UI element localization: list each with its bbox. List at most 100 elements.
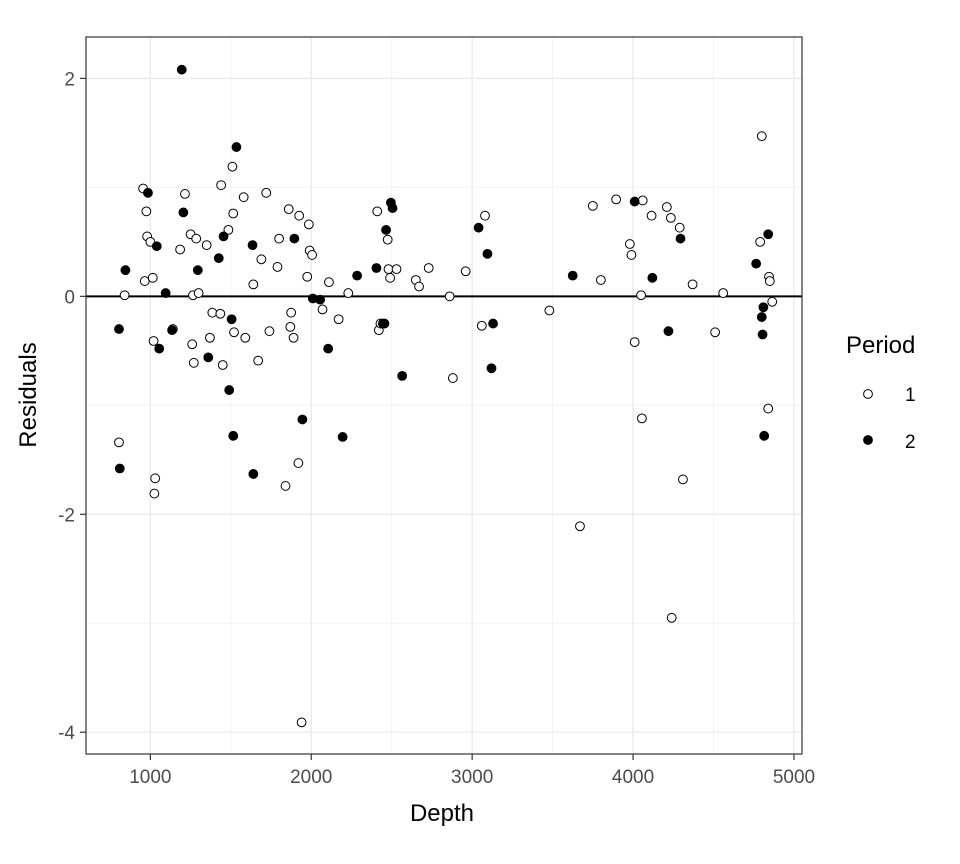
data-point-period-2 [213,253,224,264]
data-point-period-1 [238,192,249,203]
data-point-period-2 [756,312,767,322]
data-point-period-1 [288,332,299,343]
data-point-period-1 [294,210,305,221]
data-point-period-2 [387,203,398,213]
data-point-period-1 [661,202,672,212]
data-point-period-1 [141,206,152,217]
data-point-period-1 [204,332,215,343]
y-tick-label: -2 [58,505,75,526]
data-point-period-1 [139,276,150,286]
data-point-period-1 [248,279,259,290]
data-point-period-1 [215,308,226,319]
data-point-period-1 [296,717,307,728]
data-point-period-1 [624,239,635,249]
data-point-period-2 [751,258,762,269]
data-point-period-2 [120,265,131,276]
data-point-period-2 [228,430,239,441]
legend-marker-filled-circle [863,435,873,445]
data-point-period-1 [175,244,186,255]
data-point-period-1 [272,262,283,272]
data-point-period-2 [167,325,177,336]
data-point-period-2 [248,469,259,479]
data-point-period-1 [460,266,471,277]
data-point-period-1 [595,275,606,285]
legend: Period 1 2 [846,332,916,453]
y-tick-label: 2 [64,69,75,90]
data-point-period-1 [636,290,647,301]
data-point-period-2 [226,314,237,325]
data-point-period-1 [646,210,657,221]
data-point-period-1 [201,240,212,251]
data-point-period-1 [217,360,228,370]
data-point-period-1 [637,413,647,424]
data-point-period-1 [611,194,622,205]
x-tick-label: 3000 [451,767,493,788]
data-point-period-2 [297,414,308,425]
data-point-period-2 [289,233,300,244]
data-point-period-2 [488,318,498,329]
data-point-period-1 [423,263,434,273]
data-point-period-1 [414,281,424,292]
data-point-period-1 [382,234,393,245]
data-point-period-2 [482,248,493,259]
data-point-period-1 [286,307,297,318]
legend-marker-open-circle [863,389,873,399]
data-point-period-1 [119,290,130,301]
data-point-period-1 [191,233,202,244]
data-point-period-1 [216,180,227,191]
data-point-period-2 [381,224,391,235]
data-point-period-1 [193,288,204,298]
data-point-period-1 [391,264,402,274]
data-point-period-1 [274,233,284,244]
y-axis-title: Residuals [15,342,42,447]
x-tick-label: 4000 [612,767,654,788]
data-point-period-1 [114,437,124,448]
data-point-period-2 [486,363,497,374]
data-point-period-1 [283,204,294,215]
data-point-period-2 [151,241,162,252]
data-point-period-1 [343,288,354,298]
data-point-period-1 [447,373,458,383]
data-point-period-2 [192,265,203,276]
data-point-period-1 [666,612,677,623]
data-point-period-2 [757,329,768,340]
data-point-period-1 [763,403,774,414]
data-point-period-1 [150,473,161,484]
data-point-period-1 [149,488,160,499]
data-point-period-1 [227,161,238,172]
data-point-period-1 [755,236,766,247]
data-point-period-2 [315,294,326,305]
data-point-period-1 [575,521,585,532]
data-point-period-1 [767,296,778,307]
data-point-period-1 [544,305,555,316]
data-point-period-1 [687,279,698,290]
data-point-period-2 [323,343,334,354]
data-point-period-1 [317,304,328,315]
data-point-period-1 [637,195,648,206]
data-point-period-2 [759,430,770,441]
data-point-period-2 [224,385,235,395]
data-point-period-1 [372,206,383,217]
data-point-period-1 [385,272,395,283]
data-point-period-2 [629,196,640,207]
data-point-period-1 [665,212,676,223]
data-point-period-1 [587,200,598,211]
data-point-period-1 [180,189,190,199]
legend-label-2: 2 [905,432,916,453]
data-point-period-2 [143,187,153,198]
data-point-period-1 [476,320,487,331]
minor-gridlines [86,37,802,754]
data-points [114,64,778,728]
data-point-period-1 [148,336,159,346]
data-point-period-1 [229,327,239,338]
major-gridlines [86,37,802,754]
data-point-period-1 [756,131,767,142]
data-point-period-2 [231,142,242,152]
data-point-period-2 [663,326,674,337]
data-point-period-1 [324,277,334,288]
data-point-period-1 [253,355,264,366]
data-point-period-1 [678,474,688,485]
x-axis-ticks: 1000 2000 3000 4000 5000 [129,754,815,788]
data-point-period-2 [371,263,382,273]
